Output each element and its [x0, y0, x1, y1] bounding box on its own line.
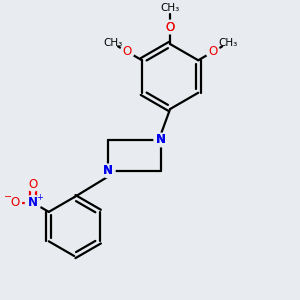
- Circle shape: [101, 164, 115, 178]
- Circle shape: [154, 133, 168, 147]
- Text: O: O: [166, 20, 175, 34]
- Circle shape: [120, 45, 134, 58]
- Text: O: O: [166, 20, 175, 34]
- Circle shape: [26, 178, 40, 191]
- Circle shape: [8, 196, 21, 210]
- Text: +: +: [37, 193, 44, 202]
- Text: O: O: [208, 45, 217, 58]
- Circle shape: [206, 45, 220, 58]
- Text: N: N: [156, 134, 166, 146]
- Text: O: O: [10, 196, 19, 209]
- Text: N: N: [103, 164, 113, 177]
- Text: −: −: [4, 192, 13, 203]
- Text: CH₃: CH₃: [103, 38, 122, 48]
- Text: N: N: [103, 164, 113, 177]
- Circle shape: [163, 20, 177, 34]
- Text: O: O: [28, 178, 38, 191]
- Circle shape: [26, 195, 41, 211]
- Text: N: N: [156, 134, 166, 146]
- Text: CH₃: CH₃: [160, 3, 180, 13]
- Text: N: N: [28, 196, 38, 209]
- Text: O: O: [123, 45, 132, 58]
- Text: CH₃: CH₃: [218, 38, 237, 48]
